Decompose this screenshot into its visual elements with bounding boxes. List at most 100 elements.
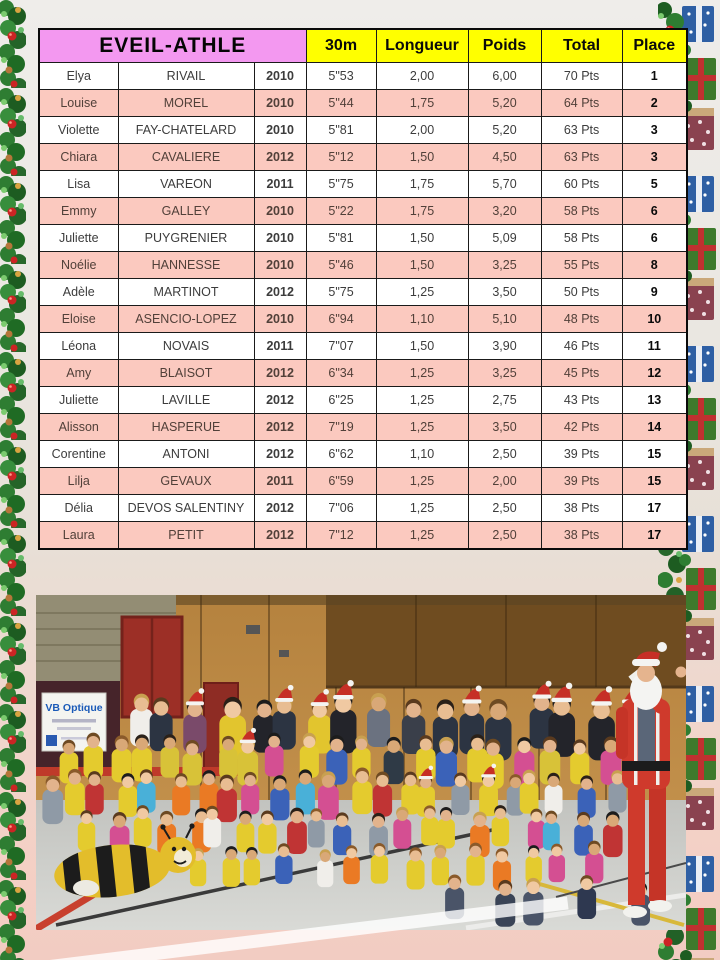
cell-year: 2012 xyxy=(253,494,307,522)
cell-total: 55 Pts xyxy=(540,251,623,279)
cell-year: 2010 xyxy=(253,89,307,117)
group-photo: VB Optique xyxy=(36,595,686,930)
cell-total: 70 Pts xyxy=(540,62,623,90)
cell-last-name: NOVAIS xyxy=(117,332,255,360)
cell-poids: 5,70 xyxy=(467,170,542,198)
cell-year: 2012 xyxy=(253,359,307,387)
cell-longueur: 1,25 xyxy=(375,413,469,441)
person-figure xyxy=(435,736,458,787)
person-figure xyxy=(203,805,222,848)
cell-total: 39 Pts xyxy=(540,467,623,495)
person-figure xyxy=(216,774,237,823)
person-figure xyxy=(577,775,596,818)
table-row: Amy BLAISOT 2012 6"34 1,25 3,25 45 Pts 12 xyxy=(38,359,688,387)
cell-year: 2010 xyxy=(253,305,307,333)
person-figure xyxy=(236,810,255,853)
cell-poids: 2,50 xyxy=(467,521,542,550)
table-row: Alisson HASPERUE 2012 7"19 1,25 3,50 42 Pts 14 xyxy=(38,413,688,441)
cell-year: 2010 xyxy=(253,224,307,252)
cell-place: 9 xyxy=(621,278,688,306)
cell-year: 2010 xyxy=(253,251,307,279)
cell-longueur: 1,25 xyxy=(375,494,469,522)
cell-place: 10 xyxy=(621,305,688,333)
table-row: Délia DEVOS SALENTINY 2012 7"06 1,25 2,50 38 P… xyxy=(38,494,688,522)
cell-30m: 5"46 xyxy=(305,251,377,279)
table-row: Corentine ANTONI 2012 6"62 1,10 2,50 39 Pts 15 xyxy=(38,440,688,468)
cell-poids: 5,10 xyxy=(467,305,542,333)
cell-longueur: 2,00 xyxy=(375,62,469,90)
cell-place: 6 xyxy=(621,197,688,225)
person-figure xyxy=(491,805,510,847)
cell-first-name: Violette xyxy=(38,116,119,144)
cell-last-name: VAREON xyxy=(117,170,255,198)
cell-place: 15 xyxy=(621,440,688,468)
cell-30m: 7"19 xyxy=(305,413,377,441)
cell-year: 2011 xyxy=(253,332,307,360)
person-figure xyxy=(577,875,597,920)
cell-place: 6 xyxy=(621,224,688,252)
cell-first-name: Eloise xyxy=(38,305,119,333)
table-row: Laura PETIT 2012 7"12 1,25 2,50 38 Pts 17 xyxy=(38,521,688,550)
cell-first-name: Juliette xyxy=(38,224,119,252)
person-figure xyxy=(421,805,439,846)
person-figure xyxy=(137,769,156,813)
cell-first-name: Amy xyxy=(38,359,119,387)
cell-poids: 2,00 xyxy=(467,467,542,495)
col-header-longueur: Longueur xyxy=(375,28,469,63)
person-figure xyxy=(406,847,425,890)
person-figure xyxy=(330,680,357,754)
table-row: Adèle MARTINOT 2012 5"75 1,25 3,50 50 Pts 9 xyxy=(38,278,688,306)
cell-longueur: 1,10 xyxy=(375,305,469,333)
cell-longueur: 1,50 xyxy=(375,251,469,279)
person-figure xyxy=(307,808,325,848)
table-title: EVEIL-ATHLE xyxy=(38,28,307,63)
cell-30m: 6"34 xyxy=(305,359,377,387)
cell-30m: 5"44 xyxy=(305,89,377,117)
cell-longueur: 2,00 xyxy=(375,116,469,144)
person-figure xyxy=(77,810,96,852)
col-header-total: Total xyxy=(540,28,623,63)
person-figure xyxy=(318,771,339,820)
cell-poids: 3,25 xyxy=(467,359,542,387)
person-figure xyxy=(59,739,79,784)
person-figure xyxy=(544,772,563,815)
cell-poids: 2,50 xyxy=(467,494,542,522)
table-row: Chiara CAVALIERE 2012 5"12 1,50 4,50 63 Pts 3 xyxy=(38,143,688,171)
person-figure xyxy=(237,727,259,786)
person-figure xyxy=(133,805,152,847)
person-figure xyxy=(466,842,485,886)
cell-place: 5 xyxy=(621,170,688,198)
table-row: Léona NOVAIS 2011 7"07 1,50 3,90 46 Pts 11 xyxy=(38,332,688,360)
cell-30m: 5"75 xyxy=(305,278,377,306)
person-figure xyxy=(264,732,284,777)
cell-total: 45 Pts xyxy=(540,359,623,387)
person-figure xyxy=(585,840,604,884)
cell-last-name: RIVAIL xyxy=(117,62,255,90)
cell-place: 8 xyxy=(621,251,688,279)
person-figure xyxy=(548,843,566,883)
person-figure xyxy=(393,806,412,849)
person-figure xyxy=(64,768,85,816)
cell-year: 2012 xyxy=(253,521,307,550)
cell-30m: 5"22 xyxy=(305,197,377,225)
cell-poids: 6,00 xyxy=(467,62,542,90)
table-row: Louise MOREL 2010 5"44 1,75 5,20 64 Pts 2 xyxy=(38,89,688,117)
cell-poids: 2,75 xyxy=(467,386,542,414)
cell-year: 2012 xyxy=(253,386,307,414)
cell-poids: 3,50 xyxy=(467,278,542,306)
header-row: EVEIL-ATHLE 30m Longueur Poids Total Pla… xyxy=(38,28,688,63)
cell-year: 2011 xyxy=(253,170,307,198)
cell-first-name: Léona xyxy=(38,332,119,360)
cell-longueur: 1,75 xyxy=(375,89,469,117)
person-figure xyxy=(525,845,542,884)
christmas-garland-left-icon xyxy=(0,0,26,960)
person-figure xyxy=(85,771,104,815)
col-header-place: Place xyxy=(621,28,688,63)
cell-year: 2011 xyxy=(253,467,307,495)
person-figure xyxy=(83,732,104,779)
cell-longueur: 1,75 xyxy=(375,197,469,225)
cell-last-name: HANNESSE xyxy=(117,251,255,279)
person-figure xyxy=(401,698,426,754)
person-figure xyxy=(343,845,360,885)
cell-longueur: 1,25 xyxy=(375,467,469,495)
